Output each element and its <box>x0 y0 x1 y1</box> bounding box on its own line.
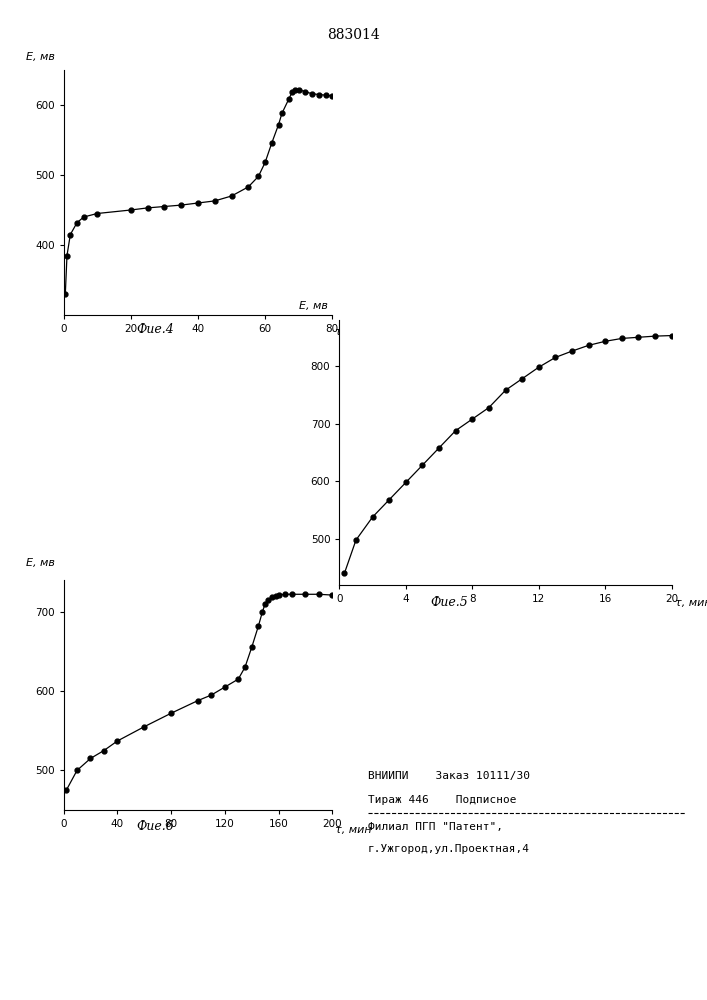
Text: τ, мин: τ, мин <box>335 825 372 835</box>
Text: 883014: 883014 <box>327 28 380 42</box>
Text: Тираж 446    Подписное: Тираж 446 Подписное <box>368 795 516 805</box>
Text: Фие.4: Фие.4 <box>136 323 175 336</box>
Text: Филиал ПГП "Патент",: Филиал ПГП "Патент", <box>368 822 503 832</box>
Text: τ, мин: τ, мин <box>335 327 372 337</box>
Text: Фие.5: Фие.5 <box>430 596 468 609</box>
Text: Фие.6: Фие.6 <box>136 820 175 833</box>
Text: г.Ужгород,ул.Проектная,4: г.Ужгород,ул.Проектная,4 <box>368 844 530 854</box>
Text: E, мв: E, мв <box>26 52 55 62</box>
Text: ВНИИПИ    Заказ 10111/30: ВНИИПИ Заказ 10111/30 <box>368 771 530 781</box>
Text: E, мв: E, мв <box>26 558 55 568</box>
Text: E, мв: E, мв <box>300 301 328 311</box>
Text: τ, мин: τ, мин <box>675 598 707 608</box>
